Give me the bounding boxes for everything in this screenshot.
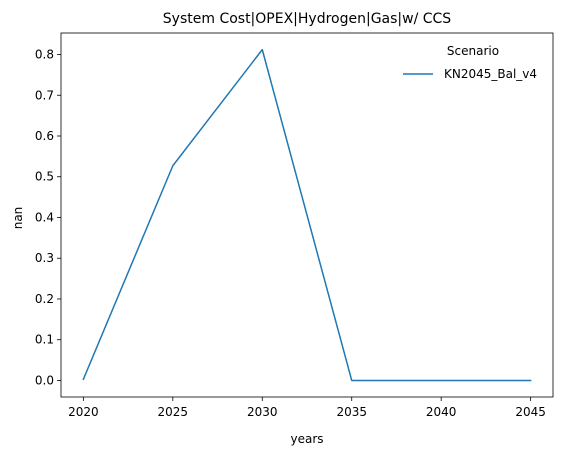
x-tick-label: 2040 (426, 405, 457, 419)
x-tick-label: 2030 (247, 405, 278, 419)
y-tick-label: 0.1 (35, 333, 54, 347)
x-tick-label: 2020 (68, 405, 99, 419)
y-tick-label: 0.2 (35, 292, 54, 306)
x-tick-label: 2035 (336, 405, 367, 419)
y-axis-label: nan (11, 207, 25, 230)
legend: Scenario KN2045_Bal_v4 (403, 44, 537, 81)
x-ticks: 2020 2025 2030 2035 2040 2045 (68, 397, 546, 419)
y-tick-label: 0.4 (35, 210, 54, 224)
series-line-0 (82, 48, 532, 382)
legend-label-kn2045-bal-v4: KN2045_Bal_v4 (444, 67, 537, 81)
x-tick-label: 2025 (158, 405, 189, 419)
y-tick-label: 0.6 (35, 129, 54, 143)
y-tick-label: 0.8 (35, 48, 54, 62)
y-tick-label: 0.3 (35, 251, 54, 265)
x-axis-label: years (290, 432, 323, 446)
chart-title: System Cost|OPEX|Hydrogen|Gas|w/ CCS (163, 11, 452, 27)
plot-frame (60, 32, 554, 398)
y-tick-label: 0.5 (35, 170, 54, 184)
series-layer (82, 48, 532, 382)
y-tick-label: 0.0 (35, 373, 54, 387)
y-tick-label: 0.7 (35, 88, 54, 102)
legend-title: Scenario (447, 44, 499, 58)
x-tick-label: 2045 (515, 405, 546, 419)
y-ticks: 0.0 0.1 0.2 0.3 0.4 0.5 0.6 0.7 0.8 (35, 48, 61, 387)
